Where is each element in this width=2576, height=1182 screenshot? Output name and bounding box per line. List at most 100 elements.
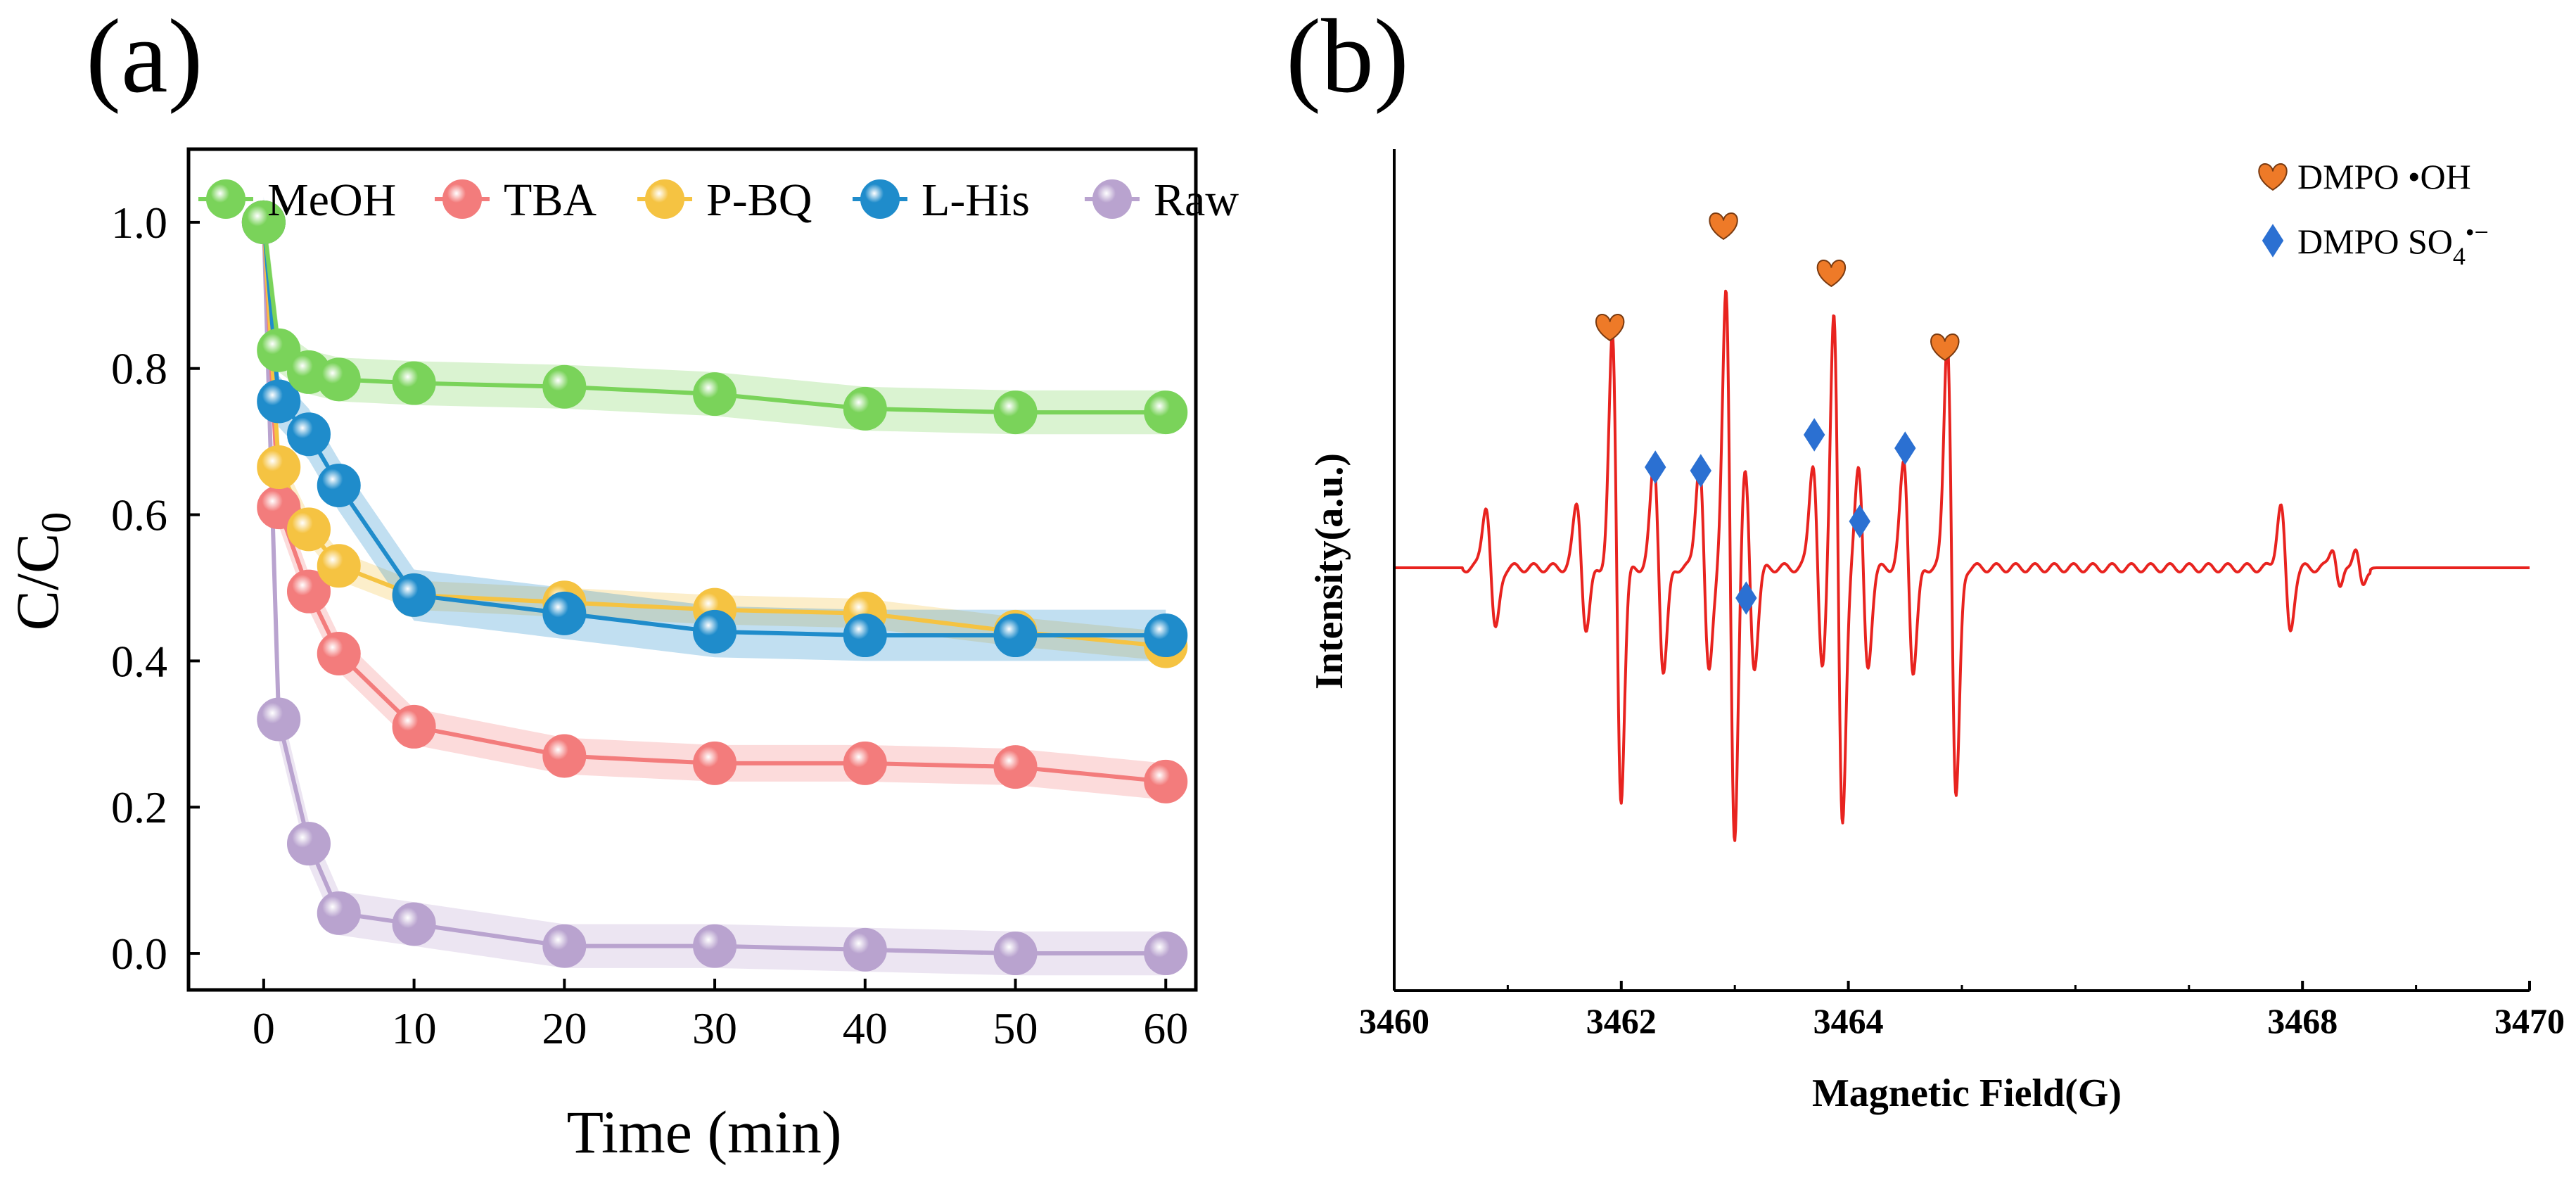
x-axis-title-b: Magnetic Field(G) [1812, 1072, 2122, 1115]
legend-oh-marker-group [2258, 163, 2288, 191]
x-tick-label: 40 [843, 1003, 888, 1053]
point-p-bq [257, 445, 301, 490]
point-tba [993, 745, 1038, 789]
marker-so4 [1894, 431, 1916, 465]
x-tick-label: 30 [692, 1003, 737, 1053]
point-tba [1144, 759, 1188, 803]
point-tba [843, 741, 887, 785]
point-raw [1144, 932, 1188, 976]
x-tick-label: 60 [1143, 1003, 1188, 1053]
point-l-his [286, 412, 331, 457]
point-raw [693, 924, 737, 968]
point-p-bq [317, 544, 361, 588]
point-meoh [843, 386, 887, 431]
y-axis-ticks: 0.0 0.2 0.4 0.6 0.8 1.0 [111, 198, 200, 979]
legend-marker-tba [442, 179, 482, 219]
chart-b: 3460 3462 3464 3468 3470 DMPO •OH DMPO SO4•−… [1308, 149, 2565, 1115]
point-l-his [317, 464, 361, 507]
point-tba [542, 734, 587, 778]
x-tick-label: 20 [542, 1003, 587, 1053]
legend-marker-l-his [860, 179, 900, 219]
legend-a: MeOH TBA P-BQ L-His Raw [198, 174, 1239, 226]
marker-so4 [1803, 418, 1825, 452]
legend-so4-label: DMPO SO4•− [2297, 218, 2489, 270]
y-tick-label: 0.0 [111, 929, 167, 979]
point-raw [993, 932, 1038, 976]
marker-oh [1595, 314, 1625, 342]
marker-so4 [1735, 581, 1757, 615]
point-meoh [693, 372, 737, 417]
point-raw [317, 891, 361, 935]
y-axis-title-sub: 0 [33, 512, 79, 533]
point-p-bq [286, 507, 331, 552]
x-tick-label: 0 [253, 1003, 275, 1053]
legend-label-l-his: L-His [922, 174, 1030, 226]
x-tick-label-b: 3462 [1586, 1001, 1657, 1041]
point-meoh [993, 390, 1038, 435]
x-tick-label-b: 3468 [2267, 1001, 2338, 1041]
legend-label-p-bq: P-BQ [706, 174, 812, 226]
marker-oh [1709, 212, 1738, 241]
point-l-his [257, 379, 301, 424]
legend-so4-main: DMPO SO [2297, 222, 2453, 261]
data-points [241, 200, 1188, 976]
x-tick-label: 10 [392, 1003, 437, 1053]
legend-label-tba: TBA [504, 174, 597, 226]
chart-a: 0 10 20 30 40 50 60 0.0 0.2 0.4 0.6 0.8 1.0 MeOH TBA… [4, 147, 1239, 1166]
legend-so4-marker [2262, 224, 2284, 258]
epr-spectrum-line [1394, 289, 2530, 842]
legend-oh-marker [2258, 163, 2288, 191]
line-raw [261, 222, 1166, 956]
x-axis-ticks-b: 3460 3462 3464 3468 3470 [1359, 981, 2565, 1041]
point-tba [392, 704, 436, 749]
legend-so4-sup: •− [2466, 218, 2489, 246]
band-l-his [263, 196, 1166, 661]
marker-oh [1930, 333, 1960, 362]
point-meoh [317, 357, 361, 402]
point-meoh [542, 364, 587, 409]
point-tba [317, 632, 361, 675]
point-l-his [1144, 614, 1188, 658]
plot-frame-a [186, 147, 1198, 992]
point-meoh [392, 361, 436, 405]
marker-oh [1816, 260, 1847, 288]
x-tick-label-b: 3464 [1813, 1001, 1884, 1041]
peak-markers [1595, 212, 1960, 615]
x-axis-title-a: Time (min) [566, 1098, 841, 1166]
marker-so4 [1849, 504, 1870, 538]
x-axis-ticks: 0 10 20 30 40 50 60 [253, 979, 1188, 1053]
point-l-his [693, 609, 737, 654]
point-meoh [1144, 390, 1188, 435]
band-meoh [263, 200, 1166, 435]
panel-label-a: (a) [86, 0, 203, 115]
point-l-his [843, 614, 887, 658]
legend-so4-marker-group [2262, 224, 2284, 258]
legend-marker-raw [1092, 179, 1132, 219]
marker-so4 [1690, 454, 1711, 488]
point-raw [257, 697, 301, 742]
y-tick-label: 0.4 [111, 636, 167, 686]
y-tick-label: 0.2 [111, 782, 167, 832]
point-meoh [257, 328, 301, 372]
y-tick-label: 1.0 [111, 198, 167, 248]
legend-label-raw: Raw [1154, 174, 1239, 226]
y-axis-title-main: C/C [4, 533, 71, 631]
x-tick-label: 50 [993, 1003, 1038, 1053]
point-raw [286, 822, 331, 866]
line-l-his [261, 222, 1166, 638]
marker-so4 [1645, 450, 1666, 484]
point-tba [693, 741, 737, 785]
legend-marker-meoh [206, 179, 246, 219]
legend-b: DMPO •OH DMPO SO4•− [2258, 157, 2489, 270]
point-raw [843, 927, 887, 972]
y-axis-title-b: Intensity(a.u.) [1308, 453, 1351, 690]
point-meoh [241, 200, 286, 244]
panel-label-b: (b) [1286, 0, 1409, 115]
y-tick-label: 0.6 [111, 490, 167, 540]
legend-label-meoh: MeOH [267, 174, 396, 226]
line-tba [261, 222, 1166, 784]
point-l-his [993, 614, 1038, 658]
legend-oh-label: DMPO •OH [2297, 157, 2471, 196]
legend-marker-p-bq [645, 179, 684, 219]
